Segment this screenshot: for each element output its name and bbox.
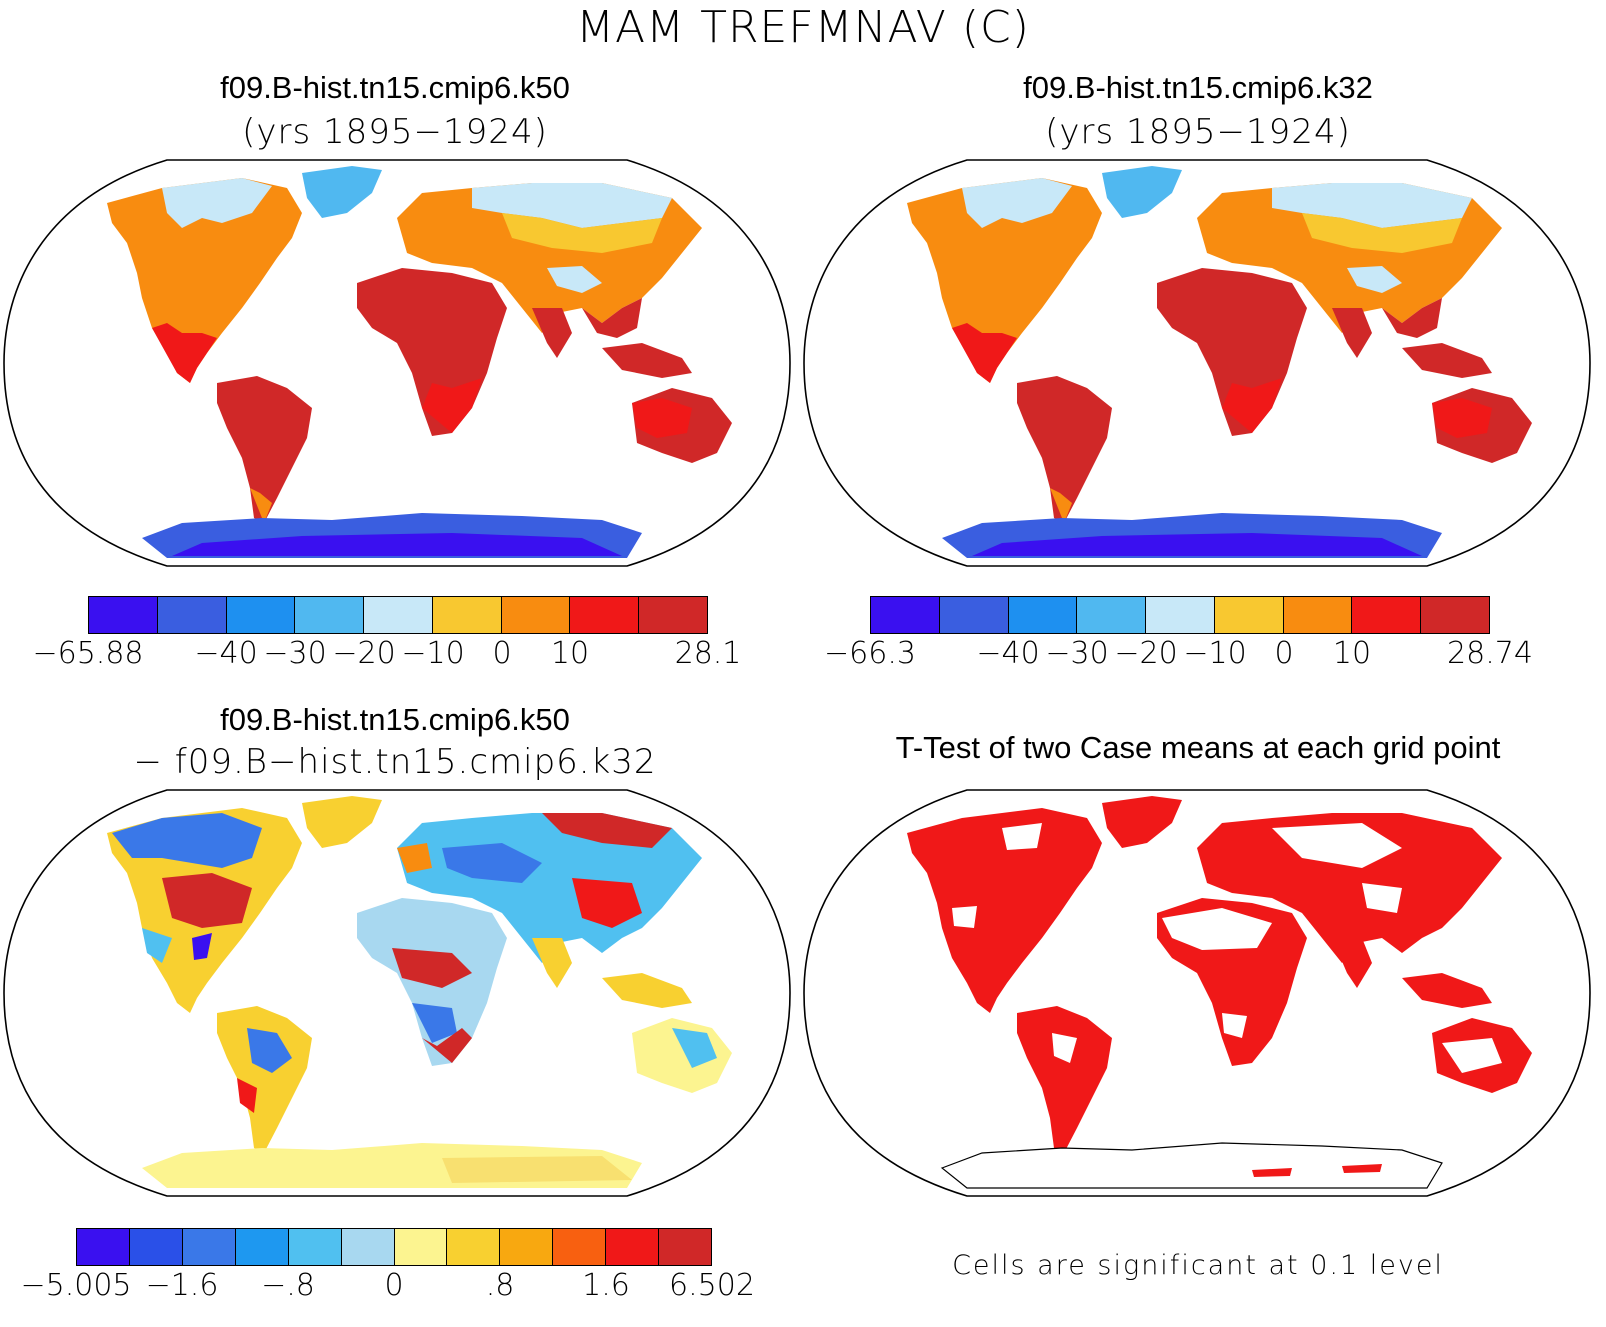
colorbar-cell: [89, 597, 158, 633]
colorbar-label: 0: [1274, 636, 1294, 671]
panel-title-bottom-right: T-Test of two Case means at each grid po…: [895, 730, 1501, 765]
map-top-left: [3, 159, 791, 567]
panel-title-top-right: f09.B-hist.tn15.cmip6.k32: [1023, 70, 1373, 105]
continents-bottom-left: [107, 796, 732, 1188]
panel-title-top-left: f09.B-hist.tn15.cmip6.k50: [220, 70, 570, 105]
colorbar-label: −10: [401, 636, 465, 671]
colorbar-cell: [939, 597, 1009, 633]
colorbar-top-left: [88, 596, 708, 634]
panel-subtitle-top-left: (yrs 1895−1924): [242, 112, 548, 152]
colorbar-cell: [432, 597, 502, 633]
colorbar-label: 1.6: [582, 1268, 630, 1303]
continents-top-left: [107, 166, 732, 558]
colorbar-cell: [364, 597, 433, 633]
colorbar-cell: [295, 597, 365, 633]
colorbar-label: −5.005: [20, 1268, 132, 1303]
colorbar-cell: [182, 1229, 236, 1265]
colorbar-label: −30: [1045, 636, 1109, 671]
figure-title: MAM TREFMNAV (C): [576, 2, 1030, 53]
colorbar-label: −66.3: [824, 636, 916, 671]
map-top-right: [803, 159, 1591, 567]
panel-title-bottom-left: f09.B-hist.tn15.cmip6.k50: [220, 702, 570, 737]
panel-subtitle-bottom-left: − f09.B−hist.tn15.cmip6.k32: [133, 742, 657, 782]
colorbar-label: −.8: [261, 1268, 315, 1303]
colorbar-bottom-left: [76, 1228, 712, 1266]
colorbar-top-right: [870, 596, 1490, 634]
panel-subtitle-top-right: (yrs 1895−1924): [1045, 112, 1351, 152]
colorbar-cell: [394, 1229, 448, 1265]
colorbar-cell: [235, 1229, 289, 1265]
colorbar-label: 28.74: [1447, 636, 1533, 671]
colorbar-cell: [129, 1229, 183, 1265]
colorbar-cell: [553, 1229, 607, 1265]
colorbar-cell: [1008, 597, 1078, 633]
colorbar-label: −1.6: [145, 1268, 219, 1303]
colorbar-label: 6.502: [669, 1268, 755, 1303]
significance-note: Cells are significant at 0.1 level: [952, 1250, 1444, 1281]
continents-top-right: [907, 166, 1532, 558]
colorbar-label: −20: [332, 636, 396, 671]
colorbar-label: 28.1: [674, 636, 742, 671]
colorbar-label: −30: [263, 636, 327, 671]
colorbar-cell: [501, 597, 571, 633]
colorbar-label: 0: [492, 636, 512, 671]
colorbar-cell: [157, 597, 227, 633]
colorbar-cell: [1146, 597, 1215, 633]
colorbar-cell: [1214, 597, 1284, 633]
colorbar-cell: [1352, 597, 1422, 633]
colorbar-cell: [659, 1229, 712, 1265]
colorbar-cell: [288, 1229, 342, 1265]
colorbar-label: −20: [1114, 636, 1178, 671]
colorbar-label: −40: [194, 636, 258, 671]
colorbar-cell: [1421, 597, 1490, 633]
map-bottom-right: [803, 789, 1591, 1197]
colorbar-cell: [500, 1229, 554, 1265]
colorbar-cell: [1283, 597, 1353, 633]
colorbar-label: −10: [1183, 636, 1247, 671]
colorbar-cell: [77, 1229, 130, 1265]
colorbar-label: .8: [485, 1268, 515, 1303]
colorbar-cell: [1077, 597, 1147, 633]
map-bottom-left: [3, 789, 791, 1197]
colorbar-cell: [226, 597, 296, 633]
non-significant-patches: [952, 823, 1502, 1073]
colorbar-cell: [447, 1229, 501, 1265]
colorbar-cell: [570, 597, 640, 633]
colorbar-cell: [341, 1229, 395, 1265]
colorbar-cell: [606, 1229, 660, 1265]
colorbar-label: 10: [1332, 636, 1372, 671]
colorbar-label: 0: [384, 1268, 404, 1303]
colorbar-label: −40: [976, 636, 1040, 671]
colorbar-cell: [871, 597, 940, 633]
colorbar-label: 10: [550, 636, 590, 671]
colorbar-label: −65.88: [32, 636, 144, 671]
significance-regions: [907, 796, 1532, 1153]
colorbar-cell: [639, 597, 708, 633]
